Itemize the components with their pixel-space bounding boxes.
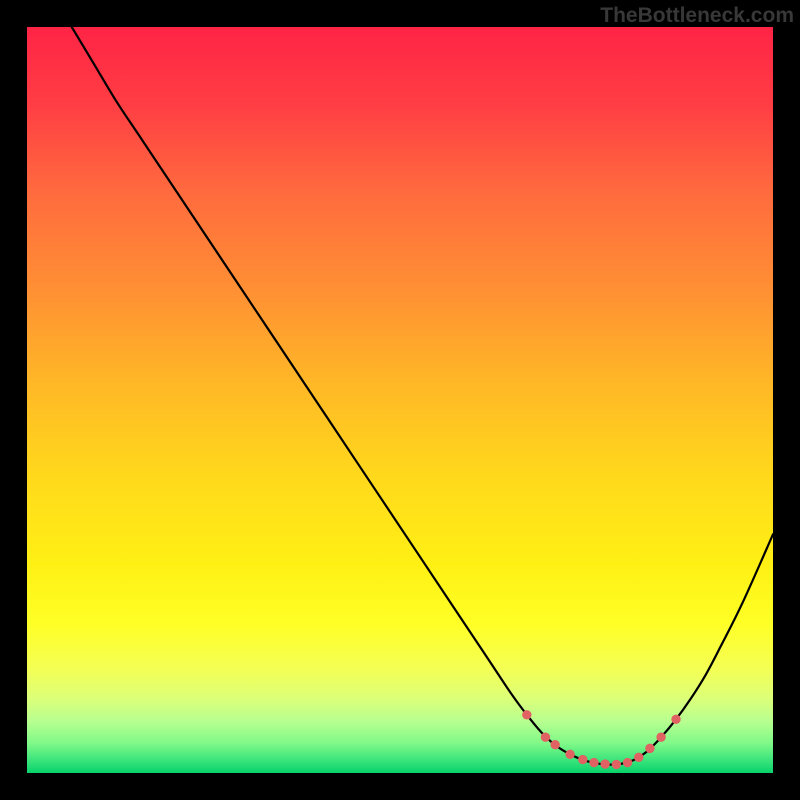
optimal-marker bbox=[672, 715, 680, 723]
optimal-marker bbox=[541, 733, 549, 741]
plot-area bbox=[27, 27, 773, 773]
optimal-marker bbox=[523, 711, 531, 719]
optimal-marker bbox=[590, 758, 598, 766]
optimal-marker bbox=[657, 733, 665, 741]
gradient-background bbox=[27, 27, 773, 773]
optimal-marker bbox=[635, 753, 643, 761]
optimal-marker bbox=[612, 760, 620, 768]
optimal-marker bbox=[601, 760, 609, 768]
optimal-marker bbox=[551, 740, 559, 748]
optimal-marker bbox=[646, 744, 654, 752]
chart-stage: TheBottleneck.com bbox=[0, 0, 800, 800]
chart-svg bbox=[27, 27, 773, 773]
optimal-marker bbox=[579, 755, 587, 763]
watermark-text: TheBottleneck.com bbox=[600, 4, 794, 28]
optimal-marker bbox=[623, 758, 631, 766]
optimal-marker bbox=[566, 750, 574, 758]
